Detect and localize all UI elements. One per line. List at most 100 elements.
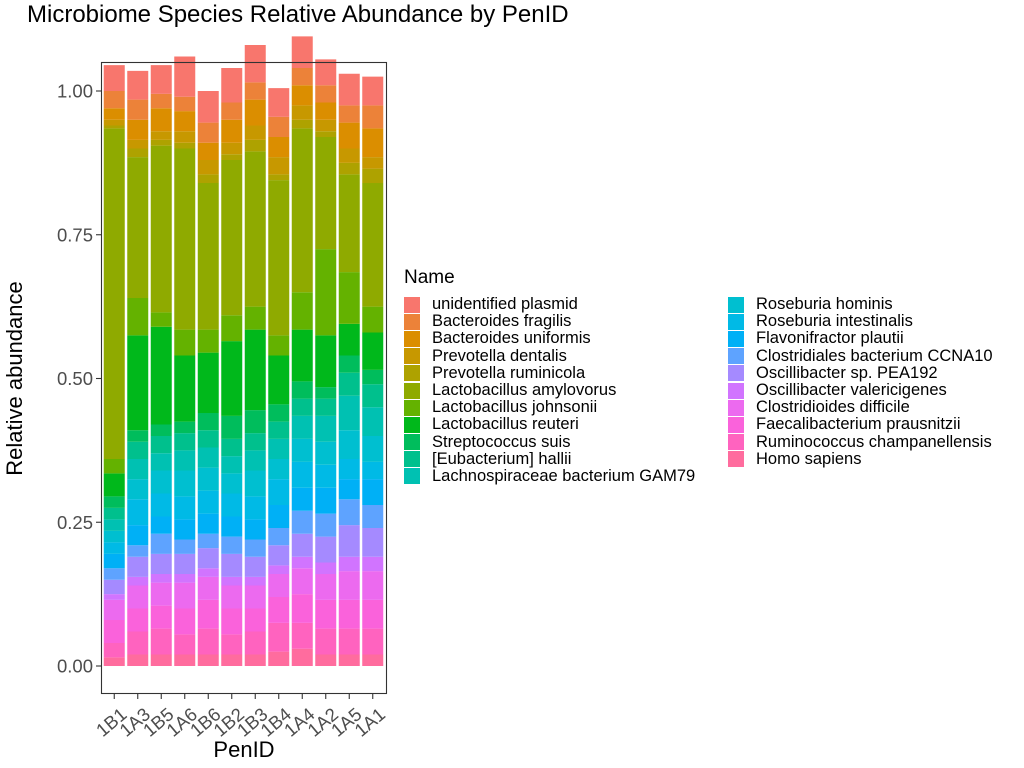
bar-segment-1A3-6 [127,157,149,298]
bar-segment-1A3-18 [127,585,149,609]
legend-item: Prevotella dentalis [404,347,728,365]
legend-swatch [728,296,744,313]
bar-segment-1A5-4 [338,148,360,163]
bar-segment-1B5-3 [150,108,172,132]
bar-segment-1A5-12 [338,430,360,459]
bar-segment-1A3-2 [127,99,149,120]
legend-item: Lactobacillus johnsonii [404,399,728,416]
bar-segment-1B1-2 [103,91,125,109]
bar-segment-1A2-10 [315,398,337,416]
bar-segment-1A4-7 [291,292,313,330]
bar-segment-1B4-13 [268,479,290,506]
bar-segment-1B1-9 [103,496,125,508]
bar-segment-1A5-6 [338,174,360,273]
bar-segment-1A6-18 [174,582,196,609]
bar-segment-1B6-14 [197,513,219,534]
bar-segment-1A4-21 [291,648,313,666]
bar-segment-1A4-2 [291,68,313,86]
bar-segment-1A2-3 [315,102,337,120]
legend-item: Oscillibacter sp. PEA192 [728,364,1024,382]
bar-segment-1A4-8 [291,329,313,382]
bar-segment-1A6-20 [174,634,196,655]
bar-segment-1B6-3 [197,142,219,160]
bar-segment-1B2-9 [221,415,243,439]
bar-segment-1B6-18 [197,576,219,600]
bar-segment-1B4-21 [268,651,290,667]
bar-segment-1B3-20 [244,631,266,655]
bar-segment-1A4-3 [291,85,313,106]
bar-segment-1B6-9 [197,413,219,431]
bar-segment-1A4-15 [291,510,313,534]
bar-segment-1A1-6 [362,183,384,307]
y-tick-label: 0.50 [57,368,93,389]
bar-segment-1A4-10 [291,398,313,416]
bar-segment-1A1-18 [362,571,384,600]
bar-segment-1A5-21 [338,654,360,666]
bar-segment-1A6-9 [174,421,196,434]
bar-segment-1B1-11 [103,519,125,531]
bar-segment-1B5-19 [150,605,172,629]
bar-segment-1A2-11 [315,415,337,442]
bar-segment-1A3-4 [127,139,149,149]
bar-segment-1A2-1 [315,59,337,86]
bar-segment-1B4-17 [268,565,290,575]
bar-segment-1A3-15 [127,545,149,557]
bar-segment-1A5-20 [338,628,360,655]
bar-segment-1A3-14 [127,525,149,546]
legend-swatch [404,382,420,399]
bar-segment-1A3-21 [127,654,149,666]
bar-segment-1B1-4 [103,119,125,126]
bar-segment-1B4-16 [268,545,290,566]
bar-segment-1A1-7 [362,306,384,333]
bar-segment-1A3-3 [127,119,149,140]
legend-swatch [404,348,420,365]
bar-segment-1A3-8 [127,335,149,431]
legend-label: Homo sapiens [756,449,862,468]
legend-item: Ruminococcus champanellensis [728,433,1024,451]
legend-label: Clostridiales bacterium CCNA10 [756,346,993,365]
bar-segment-1A4-17 [291,556,313,569]
bar-segment-1A2-16 [315,536,337,563]
bar-segment-1A6-3 [174,111,196,132]
bar-segment-1B4-5 [268,174,290,181]
bar-segment-1A2-4 [315,119,337,132]
legend-item: Prevotella ruminicola [404,364,728,382]
legend-item: Lactobacillus amylovorus [404,382,728,399]
bar-segment-1A1-10 [362,384,384,408]
bar-segment-1B6-12 [197,467,219,491]
bar-segment-1B1-21 [103,657,125,667]
bar-segment-1B5-12 [150,470,172,494]
bar-segment-1A4-4 [291,105,313,120]
bar-segment-1B3-11 [244,450,266,471]
bar-segment-1A2-9 [315,387,337,399]
bar-segment-1A5-8 [338,323,360,356]
bar-segment-1A3-20 [127,631,149,655]
bar-segment-1A5-14 [338,479,360,500]
bar-segment-1B5-4 [150,131,172,140]
bar-segment-1B6-15 [197,533,219,549]
bar-segment-1B1-19 [103,620,125,643]
legend-item: unidentified plasmid [404,296,728,313]
bar-segment-1B2-6 [221,160,243,316]
bar-segment-1A4-18 [291,568,313,595]
legend-item: Faecalibacterium prausnitzii [728,416,1024,433]
legend-item: Roseburia hominis [728,296,1024,313]
bar-segment-1A5-18 [338,571,360,600]
bar-segment-1B5-17 [150,574,172,583]
bar-segment-1B4-18 [268,574,290,597]
legend-swatch [404,296,420,313]
bar-segment-1A1-21 [362,654,384,666]
bar-segment-1B1-15 [103,568,125,580]
bar-segment-1B1-12 [103,530,125,543]
bars-group [103,36,384,667]
legend-label: Roseburia hominis [756,295,893,314]
bar-segment-1B6-20 [197,628,219,655]
bar-segment-1A1-15 [362,505,384,528]
bar-segment-1A4-6 [291,128,313,293]
y-tick-label: 0.75 [57,224,93,245]
bar-segment-1A2-20 [315,628,337,655]
bar-segment-1A1-2 [362,105,384,129]
legend-label: Roseburia intestinalis [756,312,913,331]
bar-segment-1A6-17 [174,574,196,583]
legend-swatch [728,451,744,468]
